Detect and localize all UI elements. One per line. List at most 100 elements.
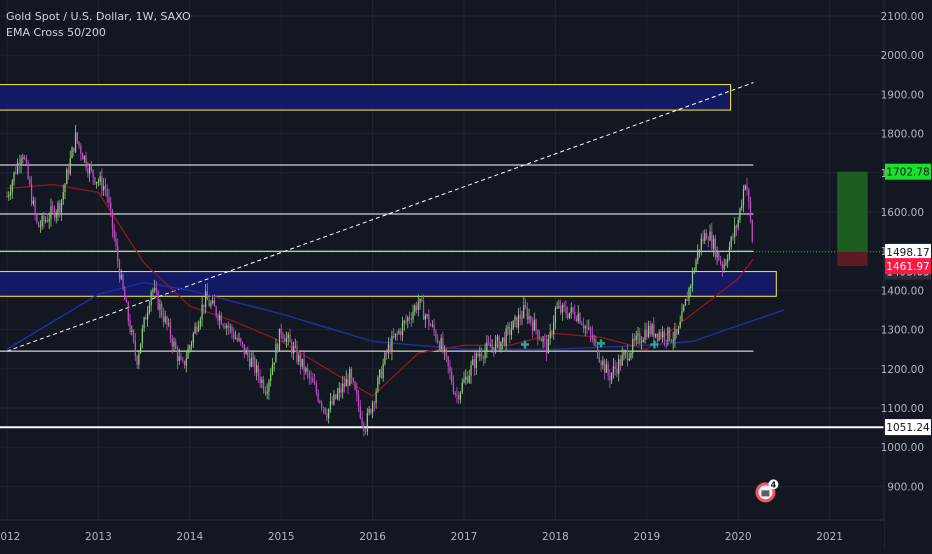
candle-body bbox=[169, 323, 172, 339]
candle-body bbox=[394, 333, 397, 338]
candle-body bbox=[157, 291, 159, 310]
candle-body bbox=[401, 323, 404, 335]
candle-body bbox=[505, 328, 507, 346]
candle-body bbox=[400, 330, 402, 335]
candle-body bbox=[540, 339, 542, 342]
candle-body bbox=[735, 225, 738, 228]
candle-body bbox=[296, 346, 298, 362]
candle-body bbox=[721, 263, 723, 270]
candle-body bbox=[152, 289, 154, 292]
candle-body bbox=[377, 377, 379, 392]
candle-body bbox=[605, 364, 607, 373]
y-tick-label: 1900.00 bbox=[881, 89, 924, 101]
candle-body bbox=[343, 383, 346, 387]
support-resistance-zone[interactable] bbox=[0, 271, 777, 297]
candle-body bbox=[15, 172, 17, 174]
candle-body bbox=[45, 220, 47, 222]
event-badge-count: 4 bbox=[771, 480, 777, 489]
candle-body bbox=[690, 285, 692, 288]
candle-body bbox=[475, 353, 477, 369]
candle-body bbox=[94, 177, 96, 184]
candle-body bbox=[120, 274, 122, 279]
candle-body bbox=[451, 371, 453, 383]
y-tick-label: 1300.00 bbox=[881, 325, 924, 337]
candle-body bbox=[125, 300, 128, 303]
support-resistance-zone[interactable] bbox=[0, 84, 732, 111]
candle-body bbox=[38, 222, 40, 228]
candle-body bbox=[449, 366, 451, 372]
candle-body bbox=[287, 334, 289, 338]
time-axis[interactable] bbox=[0, 520, 884, 550]
candle-body bbox=[41, 215, 43, 227]
candle-body bbox=[621, 354, 623, 366]
candle-body bbox=[73, 147, 75, 152]
candle-body bbox=[370, 409, 372, 414]
candle-body bbox=[248, 356, 251, 367]
candle-body bbox=[589, 327, 592, 334]
candle-body bbox=[254, 357, 256, 373]
candle-body bbox=[231, 326, 233, 333]
candle-body bbox=[305, 368, 307, 372]
candle-body bbox=[226, 325, 228, 329]
ema-200-line bbox=[6, 281, 785, 350]
candle-body bbox=[503, 337, 506, 346]
candle-body bbox=[628, 357, 630, 361]
candle-body bbox=[57, 202, 59, 213]
candle-body bbox=[39, 226, 42, 228]
candle-body bbox=[410, 318, 412, 320]
candle-body bbox=[104, 186, 107, 189]
candle-body bbox=[164, 316, 166, 322]
candle-body bbox=[728, 246, 731, 259]
candle-body bbox=[426, 314, 428, 316]
candle-body bbox=[48, 219, 50, 222]
trend-line[interactable] bbox=[6, 82, 754, 352]
y-tick-label: 900.00 bbox=[887, 481, 924, 493]
candle-body bbox=[602, 360, 604, 366]
candle-body bbox=[178, 356, 180, 362]
candle-body bbox=[739, 208, 741, 220]
candle-body bbox=[560, 306, 562, 313]
candle-body bbox=[604, 360, 606, 373]
candle-body bbox=[514, 316, 516, 321]
candle-body bbox=[417, 302, 419, 311]
candle-body bbox=[523, 305, 525, 318]
candle-body bbox=[161, 304, 163, 316]
candle-body bbox=[92, 170, 94, 178]
long-position-target-area[interactable] bbox=[837, 171, 868, 252]
x-tick-label: 2015 bbox=[268, 531, 295, 543]
y-tick-label: 1400.00 bbox=[881, 285, 924, 297]
candle-body bbox=[698, 249, 701, 251]
candle-body bbox=[83, 155, 85, 160]
long-position-stop-area[interactable] bbox=[837, 251, 868, 267]
candle-body bbox=[67, 169, 70, 174]
candle-body bbox=[345, 378, 347, 387]
candle-body bbox=[132, 330, 135, 341]
candle-body bbox=[59, 202, 61, 213]
candle-body bbox=[551, 331, 553, 334]
candle-body bbox=[509, 326, 511, 335]
candle-body bbox=[482, 357, 484, 359]
candle-body bbox=[531, 322, 534, 331]
candle-body bbox=[612, 366, 615, 374]
candle-body bbox=[110, 202, 112, 210]
candle-body bbox=[342, 383, 344, 393]
candle-body bbox=[13, 172, 15, 182]
candle-body bbox=[718, 250, 720, 261]
candle-body bbox=[155, 287, 158, 292]
candle-body bbox=[468, 375, 470, 383]
candle-body bbox=[662, 331, 664, 338]
candle-body bbox=[480, 353, 483, 358]
candle-body bbox=[368, 409, 370, 413]
candle-body bbox=[561, 304, 564, 313]
candle-body bbox=[461, 382, 463, 393]
candle-body bbox=[36, 214, 38, 223]
candle-body bbox=[702, 238, 704, 242]
candle-body bbox=[516, 316, 518, 328]
candle-body bbox=[285, 337, 288, 343]
candle-body bbox=[549, 331, 551, 339]
candle-body bbox=[574, 311, 576, 319]
candle-body bbox=[118, 261, 121, 279]
candle-body bbox=[444, 349, 446, 352]
